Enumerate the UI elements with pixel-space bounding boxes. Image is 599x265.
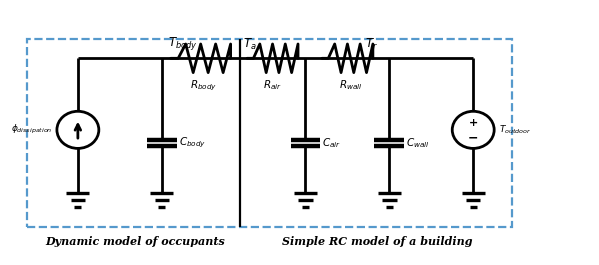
Text: Dynamic model of occupants: Dynamic model of occupants bbox=[45, 236, 225, 247]
Text: $T_{body}$: $T_{body}$ bbox=[168, 35, 198, 52]
Text: $C_{body}$: $C_{body}$ bbox=[179, 136, 206, 150]
Text: $T_r$: $T_r$ bbox=[365, 37, 378, 52]
Text: $T_{outdoor}$: $T_{outdoor}$ bbox=[499, 123, 531, 136]
Text: $C_{wall}$: $C_{wall}$ bbox=[406, 136, 429, 150]
Text: $C_{air}$: $C_{air}$ bbox=[322, 136, 341, 150]
Text: +: + bbox=[468, 118, 478, 128]
Text: −: − bbox=[468, 131, 479, 144]
Text: $R_{air}$: $R_{air}$ bbox=[263, 78, 282, 92]
Text: $R_{body}$: $R_{body}$ bbox=[190, 78, 217, 93]
Text: $T_a$: $T_a$ bbox=[243, 37, 256, 52]
Text: $R_{wall}$: $R_{wall}$ bbox=[338, 78, 362, 92]
Text: Simple RC model of a building: Simple RC model of a building bbox=[282, 236, 473, 247]
Text: $\phi_{dissipation}$: $\phi_{dissipation}$ bbox=[11, 123, 52, 136]
